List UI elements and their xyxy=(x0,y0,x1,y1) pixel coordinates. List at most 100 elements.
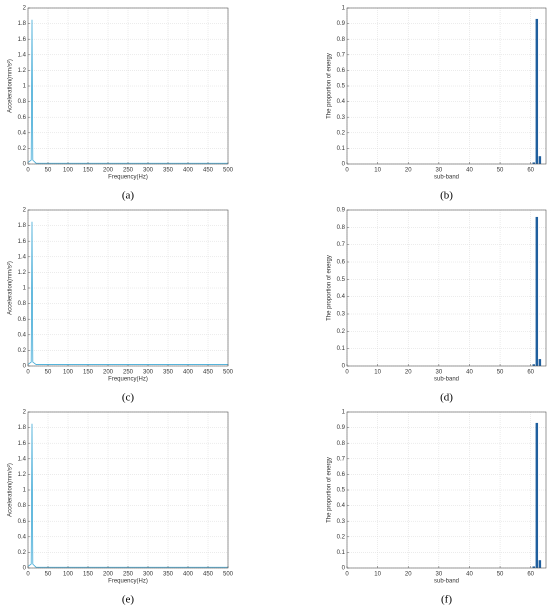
y-tick-label: 0.3 xyxy=(337,115,346,121)
panel-caption: (b) xyxy=(440,190,453,202)
x-tick-label: 400 xyxy=(183,572,194,578)
x-tick-label: 30 xyxy=(436,572,443,578)
x-tick-label: 200 xyxy=(103,572,114,578)
x-tick-label: 0 xyxy=(26,370,30,376)
x-tick-label: 200 xyxy=(103,370,114,376)
y-tick-label: 1 xyxy=(342,6,346,12)
y-tick-label: 0.4 xyxy=(337,294,346,300)
y-tick-label: 0 xyxy=(23,162,27,168)
y-tick-label: 0.3 xyxy=(337,519,346,525)
bar xyxy=(538,156,542,164)
y-tick-label: 0.5 xyxy=(337,84,346,90)
x-tick-label: 500 xyxy=(223,370,234,376)
x-tick-label: 0 xyxy=(26,168,30,174)
axes-frame xyxy=(346,7,547,165)
x-tick-label: 0 xyxy=(345,572,349,578)
y-tick-label: 0.5 xyxy=(337,277,346,283)
y-tick-label: 0.8 xyxy=(18,99,27,105)
y-tick-label: 2 xyxy=(23,208,27,214)
bar xyxy=(535,422,539,568)
y-tick-label: 0.2 xyxy=(18,146,27,152)
x-tick-label: 60 xyxy=(527,572,534,578)
spectrum-line xyxy=(27,221,228,365)
y-tick-label: 0.2 xyxy=(18,348,27,354)
x-tick-label: 150 xyxy=(83,572,94,578)
x-tick-label: 20 xyxy=(405,572,412,578)
x-axis-label: Frequency(Hz) xyxy=(108,377,148,383)
y-tick-label: 1 xyxy=(23,84,27,90)
y-axis-label: Acceleration(mm/s²) xyxy=(8,59,14,113)
x-tick-label: 450 xyxy=(203,572,214,578)
y-tick-label: 0 xyxy=(342,162,346,168)
x-tick-label: 50 xyxy=(497,370,504,376)
y-axis-label: The proportion of energy xyxy=(327,255,333,321)
y-tick-label: 0.6 xyxy=(18,519,27,525)
x-tick-label: 40 xyxy=(466,168,473,174)
x-tick-label: 60 xyxy=(527,370,534,376)
y-tick-label: 0.4 xyxy=(337,503,346,509)
y-tick-label: 0 xyxy=(342,566,346,572)
y-tick-label: 0.4 xyxy=(18,332,27,338)
y-tick-label: 0 xyxy=(23,364,27,370)
x-tick-label: 60 xyxy=(527,168,534,174)
x-axis-label: Frequency(Hz) xyxy=(108,579,148,585)
y-tick-label: 0.8 xyxy=(337,37,346,43)
y-axis-label: The proportion of energy xyxy=(327,457,333,523)
y-tick-label: 0.1 xyxy=(337,346,346,352)
x-tick-label: 250 xyxy=(123,370,134,376)
panel-caption: (a) xyxy=(122,190,135,202)
axes-frame xyxy=(27,7,229,165)
x-tick-label: 40 xyxy=(466,370,473,376)
spectrum-line xyxy=(27,19,228,164)
y-tick-label: 1.8 xyxy=(18,425,27,431)
y-tick-label: 1.8 xyxy=(18,21,27,27)
x-tick-label: 0 xyxy=(26,572,30,578)
y-tick-label: 1 xyxy=(342,410,346,416)
y-tick-label: 0.4 xyxy=(18,130,27,136)
x-tick-label: 30 xyxy=(436,370,443,376)
panel-caption: (c) xyxy=(122,392,135,404)
panel-caption: (d) xyxy=(440,392,453,404)
y-tick-label: 0.1 xyxy=(337,550,346,556)
y-tick-label: 1.8 xyxy=(18,223,27,229)
y-tick-label: 0 xyxy=(342,364,346,370)
panel-caption: (f) xyxy=(441,594,452,606)
y-tick-label: 1.4 xyxy=(18,456,27,462)
y-tick-label: 0.8 xyxy=(337,225,346,231)
bar xyxy=(532,364,535,366)
x-axis-label: sub-band xyxy=(434,377,459,383)
spectrum-line xyxy=(27,423,228,568)
y-tick-label: 0.5 xyxy=(337,488,346,494)
x-tick-label: 250 xyxy=(123,168,134,174)
axes-frame xyxy=(346,411,547,569)
y-tick-label: 0.6 xyxy=(337,472,346,478)
bar xyxy=(532,566,535,568)
x-tick-label: 30 xyxy=(436,168,443,174)
y-tick-label: 0.7 xyxy=(337,52,346,58)
y-tick-label: 0.2 xyxy=(337,130,346,136)
x-tick-label: 100 xyxy=(63,572,74,578)
x-tick-label: 10 xyxy=(374,572,381,578)
x-axis-label: sub-band xyxy=(434,175,459,181)
y-tick-label: 0.9 xyxy=(337,21,346,27)
x-tick-label: 500 xyxy=(223,572,234,578)
y-tick-label: 1.6 xyxy=(18,37,27,43)
y-axis-label: The proportion of energy xyxy=(327,53,333,119)
x-tick-label: 300 xyxy=(143,370,154,376)
axes-frame xyxy=(346,209,547,367)
y-tick-label: 1.6 xyxy=(18,239,27,245)
bar xyxy=(538,560,542,568)
y-tick-label: 0.6 xyxy=(337,260,346,266)
x-tick-label: 350 xyxy=(163,572,174,578)
x-tick-label: 50 xyxy=(497,572,504,578)
y-tick-label: 1.2 xyxy=(18,472,27,478)
y-tick-label: 0.8 xyxy=(337,441,346,447)
axes-frame xyxy=(27,411,229,569)
y-tick-label: 0.3 xyxy=(337,312,346,318)
y-tick-label: 0.4 xyxy=(337,99,346,105)
y-tick-label: 0.6 xyxy=(18,115,27,121)
y-tick-label: 0.8 xyxy=(18,503,27,509)
bar xyxy=(535,18,539,165)
y-tick-label: 2 xyxy=(23,6,27,12)
